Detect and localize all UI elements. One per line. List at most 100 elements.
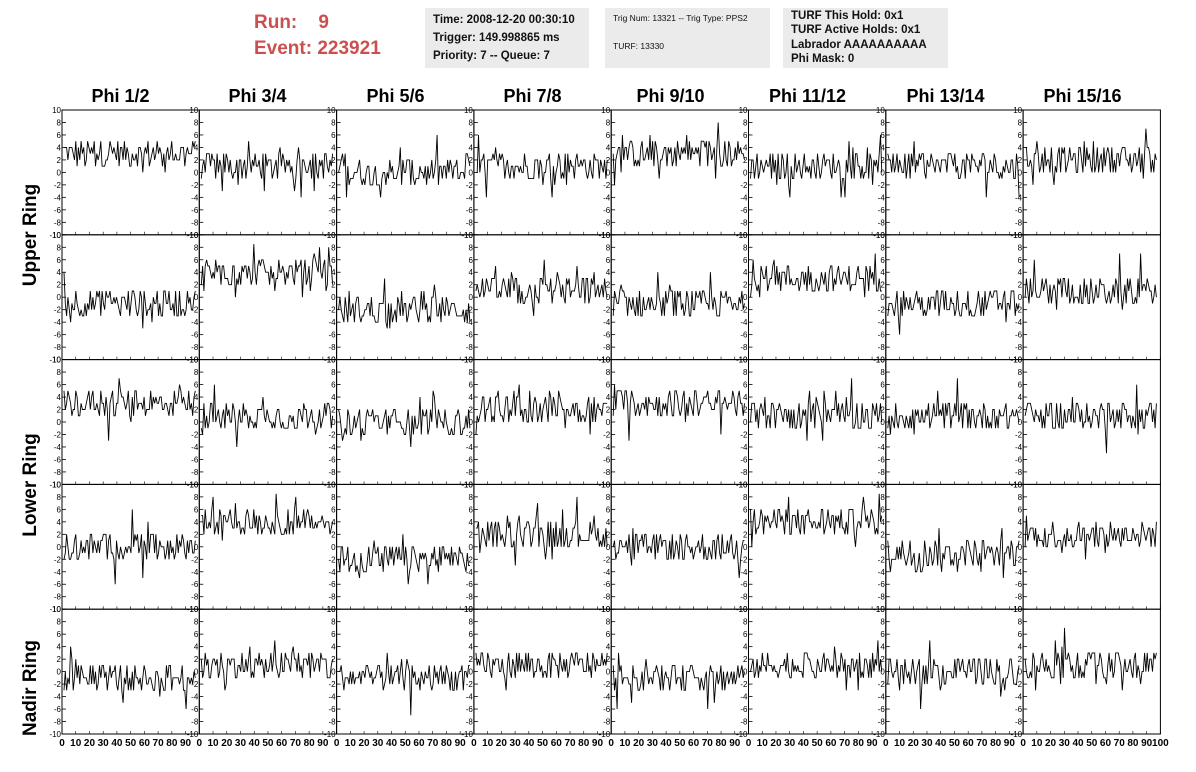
y-tick-label: -8: [740, 718, 748, 727]
turf-this-hold-text: TURF This Hold: 0x1: [791, 10, 904, 22]
y-tick-label: -8: [1015, 718, 1023, 727]
x-tick-label: 40: [249, 738, 261, 749]
y-tick-label: 10: [739, 605, 748, 614]
y-tick-label: -8: [740, 218, 748, 227]
waveform-trace: [475, 384, 608, 435]
y-tick-label: -6: [466, 331, 474, 340]
y-tick-label: 6: [194, 256, 199, 265]
run-value: 9: [318, 12, 329, 33]
y-tick-label: 10: [876, 356, 885, 365]
y-tick-label: 8: [743, 118, 748, 127]
x-tick-label: 30: [235, 738, 247, 749]
y-tick-label: 0: [194, 543, 199, 552]
y-tick-label: -4: [328, 568, 336, 577]
y-tick-label: 4: [194, 268, 199, 277]
y-tick-label: -4: [328, 318, 336, 327]
x-tick-label: 60: [551, 738, 563, 749]
y-tick-label: -8: [328, 468, 336, 477]
y-tick-label: -4: [191, 318, 199, 327]
y-tick-label: -4: [466, 318, 474, 327]
event-line: Event: 223921: [254, 38, 381, 60]
y-tick-label: -8: [466, 343, 474, 352]
y-tick-label: 2: [468, 655, 473, 664]
y-tick-label: 10: [876, 480, 885, 489]
x-tick-label: 60: [688, 738, 700, 749]
y-tick-label: 10: [601, 106, 610, 115]
waveform-trace: [887, 290, 1020, 335]
y-tick-label: -6: [1015, 206, 1023, 215]
y-tick-label: 0: [331, 168, 336, 177]
y-tick-label: 8: [57, 368, 62, 377]
x-tick-label: 90: [317, 738, 329, 749]
x-tick-label: 50: [400, 738, 412, 749]
event-label: Event:: [254, 38, 313, 59]
waveform-trace: [750, 378, 883, 441]
x-tick-label: 70: [290, 738, 302, 749]
x-tick-label: 20: [84, 738, 96, 749]
y-tick-label: 8: [1018, 493, 1023, 502]
x-tick-label: 90: [867, 738, 879, 749]
x-tick-label: 70: [702, 738, 714, 749]
y-tick-label: -2: [328, 181, 336, 190]
y-tick-label: -10: [1011, 730, 1023, 739]
y-tick-label: 10: [601, 605, 610, 614]
y-tick-label: 2: [1018, 281, 1023, 290]
y-tick-label: -8: [603, 718, 611, 727]
x-tick-label: 40: [661, 738, 673, 749]
y-tick-label: 2: [194, 655, 199, 664]
y-tick-label: -10: [324, 730, 336, 739]
y-tick-label: 2: [194, 281, 199, 290]
y-tick-label: 6: [57, 131, 62, 140]
y-tick-label: 2: [331, 655, 336, 664]
turf-holds-box: TURF This Hold: 0x1 TURF Active Holds: 0…: [783, 8, 948, 68]
y-tick-label: -2: [54, 555, 62, 564]
y-tick-label: 8: [57, 118, 62, 127]
x-tick-label: 0: [471, 738, 477, 749]
y-tick-label: 0: [57, 168, 62, 177]
priority-queue-text: Priority: 7 -- Queue: 7: [433, 50, 550, 62]
waveform-trace: [750, 134, 883, 198]
y-tick-label: 6: [468, 505, 473, 514]
y-tick-label: 4: [468, 643, 473, 652]
y-tick-label: 8: [57, 493, 62, 502]
x-tick-label: 60: [825, 738, 837, 749]
y-tick-label: -6: [603, 206, 611, 215]
y-tick-label: 8: [606, 618, 611, 627]
y-tick-label: 8: [1018, 618, 1023, 627]
y-tick-label: 6: [57, 630, 62, 639]
y-tick-label: -2: [603, 430, 611, 439]
y-tick-label: 6: [743, 131, 748, 140]
y-tick-label: 0: [194, 668, 199, 677]
y-tick-label: 2: [880, 156, 885, 165]
y-tick-label: 10: [739, 480, 748, 489]
y-tick-label: -4: [466, 568, 474, 577]
y-tick-label: 4: [468, 143, 473, 152]
panel-frame: [61, 234, 200, 361]
y-tick-label: -2: [54, 680, 62, 689]
y-tick-label: 4: [468, 268, 473, 277]
trigger-text: Trigger: 149.998865 ms: [433, 32, 560, 44]
y-tick-label: -2: [328, 555, 336, 564]
y-tick-label: -8: [466, 593, 474, 602]
y-tick-label: 8: [468, 493, 473, 502]
labrador-text: Labrador AAAAAAAAAA: [791, 39, 927, 51]
y-tick-label: 4: [468, 393, 473, 402]
y-tick-label: -4: [191, 693, 199, 702]
y-tick-label: -6: [191, 206, 199, 215]
y-tick-label: 4: [194, 518, 199, 527]
y-tick-label: 4: [880, 518, 885, 527]
x-tick-label: 70: [564, 738, 576, 749]
waveform-trace: [887, 378, 1020, 435]
x-tick-label: 80: [304, 738, 316, 749]
y-tick-label: -2: [878, 306, 886, 315]
y-tick-label: 0: [606, 168, 611, 177]
y-tick-label: 4: [194, 643, 199, 652]
x-tick-label: 40: [111, 738, 123, 749]
y-tick-label: 2: [880, 530, 885, 539]
turf-text: TURF: 13330: [613, 41, 665, 51]
y-tick-label: -2: [191, 430, 199, 439]
panel-frame: [610, 234, 750, 361]
y-tick-label: -8: [1015, 218, 1023, 227]
x-tick-label: 50: [1086, 738, 1098, 749]
event-value: 223921: [317, 38, 381, 59]
